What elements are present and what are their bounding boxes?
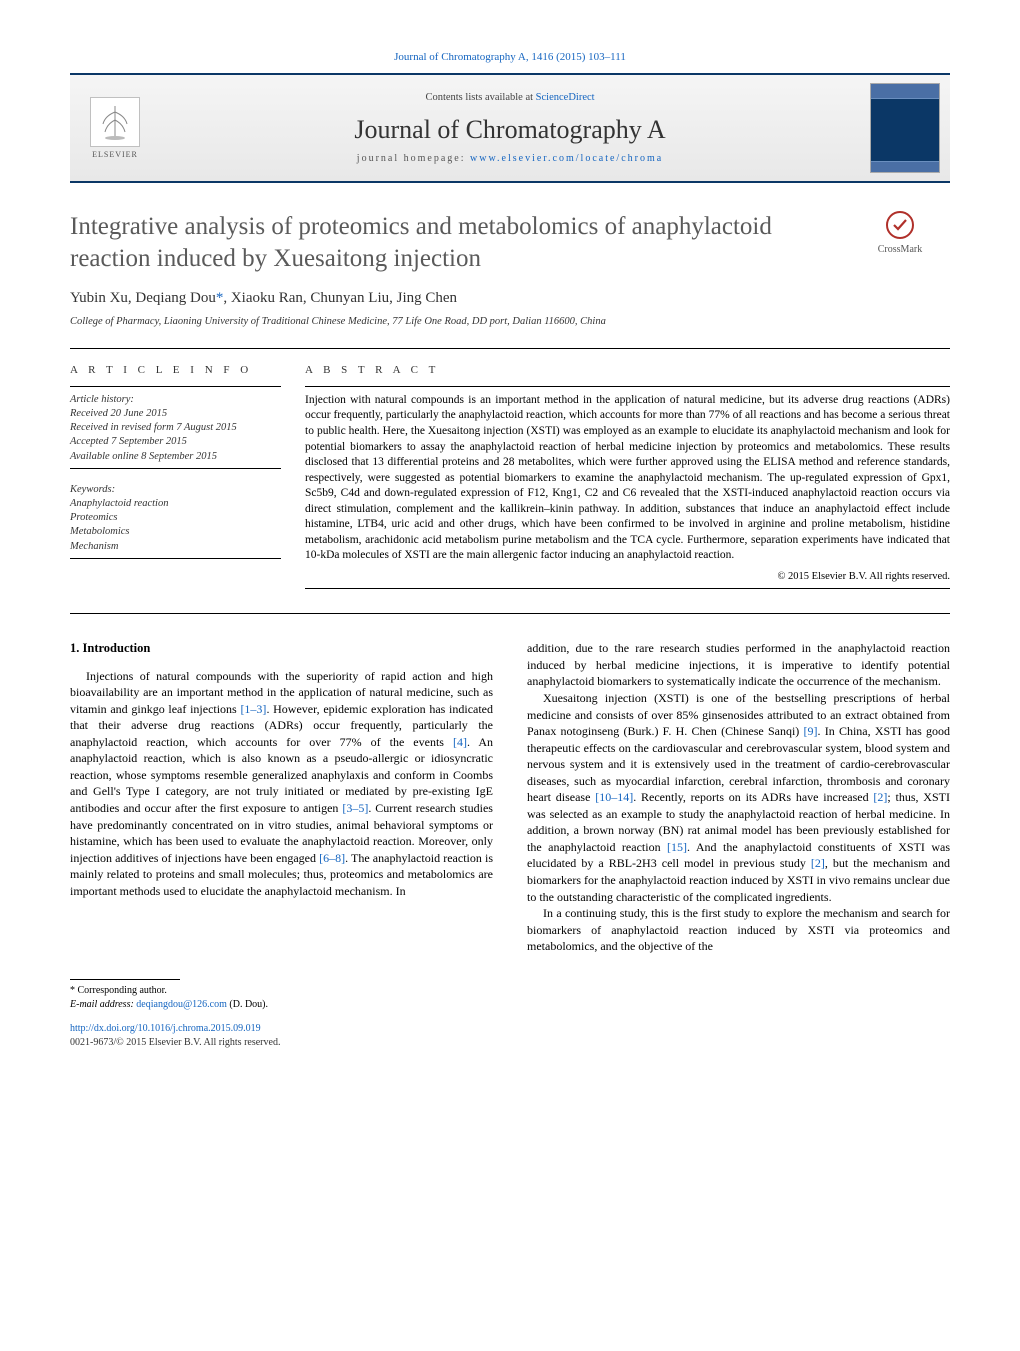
abstract-text: Injection with natural compounds is an i… (305, 393, 950, 564)
intro-paragraph: In a continuing study, this is the first… (527, 905, 950, 955)
journal-homepage-link[interactable]: www.elsevier.com/locate/chroma (470, 153, 663, 164)
corresponding-star-icon: * (216, 290, 224, 306)
doi-line: http://dx.doi.org/10.1016/j.chroma.2015.… (70, 1022, 950, 1036)
journal-title: Journal of Chromatography A (150, 112, 870, 148)
crossmark-badge[interactable]: CrossMark (850, 211, 950, 256)
keyword-item: Proteomics (70, 511, 281, 525)
email-line: E-mail address: deqiangdou@126.com (D. D… (70, 998, 950, 1012)
journal-homepage-line: journal homepage: www.elsevier.com/locat… (150, 152, 870, 166)
article-info-label: A R T I C L E I N F O (70, 363, 281, 378)
keywords-header: Keywords: (70, 483, 281, 497)
homepage-prefix: journal homepage: (357, 153, 470, 164)
publisher-logo: ELSEVIER (80, 88, 150, 168)
citation-ref[interactable]: [4] (453, 735, 467, 749)
elsevier-tree-icon (90, 97, 140, 147)
intro-paragraph: Injections of natural compounds with the… (70, 668, 493, 900)
footnote-rule (70, 979, 180, 980)
citation-ref[interactable]: [9] (804, 724, 818, 738)
publisher-name: ELSEVIER (92, 149, 138, 160)
citation-ref[interactable]: [2] (811, 856, 825, 870)
keyword-item: Anaphylactoid reaction (70, 497, 281, 511)
journal-cover-thumb (870, 83, 940, 173)
thin-rule (70, 558, 281, 559)
history-online: Available online 8 September 2015 (70, 450, 281, 464)
article-history: Article history: Received 20 June 2015 R… (70, 393, 281, 464)
footnotes: * Corresponding author. E-mail address: … (70, 979, 950, 1012)
sciencedirect-link[interactable]: ScienceDirect (536, 92, 595, 103)
citation-ref[interactable]: [1–3] (240, 702, 266, 716)
crossmark-label: CrossMark (850, 243, 950, 257)
crossmark-icon (886, 211, 914, 239)
abstract-label: A B S T R A C T (305, 363, 950, 378)
keyword-item: Mechanism (70, 540, 281, 554)
email-suffix: (D. Dou). (227, 999, 268, 1010)
divider-rule (70, 348, 950, 349)
citation-ref[interactable]: [15] (667, 840, 687, 854)
divider-rule (70, 613, 950, 614)
history-received: Received 20 June 2015 (70, 407, 281, 421)
corresponding-note: * Corresponding author. (70, 984, 950, 998)
contents-prefix: Contents lists available at (425, 92, 535, 103)
citation-ref[interactable]: [6–8] (319, 851, 345, 865)
body-column-left: 1. Introduction Injections of natural co… (70, 640, 493, 954)
article-title: Integrative analysis of proteomics and m… (70, 211, 830, 274)
doi-link[interactable]: http://dx.doi.org/10.1016/j.chroma.2015.… (70, 1023, 261, 1034)
contents-lists-line: Contents lists available at ScienceDirec… (150, 91, 870, 106)
citation-ref[interactable]: [2] (873, 790, 887, 804)
authors-line: Yubin Xu, Deqiang Dou*, Xiaoku Ran, Chun… (70, 288, 950, 309)
corresponding-email-link[interactable]: deqiangdou@126.com (136, 999, 227, 1010)
intro-paragraph: Xuesaitong injection (XSTI) is one of th… (527, 690, 950, 905)
email-label: E-mail address: (70, 999, 136, 1010)
thin-rule (70, 386, 281, 387)
citation-ref[interactable]: [3–5] (342, 801, 368, 815)
history-header: Article history: (70, 393, 281, 407)
citation-ref[interactable]: [10–14] (595, 790, 633, 804)
intro-paragraph: addition, due to the rare research studi… (527, 640, 950, 690)
intro-heading: 1. Introduction (70, 640, 493, 657)
abstract-copyright: © 2015 Elsevier B.V. All rights reserved… (305, 570, 950, 585)
thin-rule (70, 468, 281, 469)
keywords-block: Keywords: Anaphylactoid reactionProteomi… (70, 483, 281, 554)
keyword-item: Metabolomics (70, 525, 281, 539)
affiliation: College of Pharmacy, Liaoning University… (70, 315, 950, 330)
top-citation-link[interactable]: Journal of Chromatography A, 1416 (2015)… (394, 51, 626, 63)
journal-header-bar: ELSEVIER Contents lists available at Sci… (70, 73, 950, 183)
body-column-right: addition, due to the rare research studi… (527, 640, 950, 954)
issn-copyright: 0021-9673/© 2015 Elsevier B.V. All right… (70, 1036, 950, 1050)
history-revised: Received in revised form 7 August 2015 (70, 421, 281, 435)
history-accepted: Accepted 7 September 2015 (70, 435, 281, 449)
thin-rule (305, 588, 950, 589)
top-citation: Journal of Chromatography A, 1416 (2015)… (70, 50, 950, 65)
thin-rule (305, 386, 950, 387)
